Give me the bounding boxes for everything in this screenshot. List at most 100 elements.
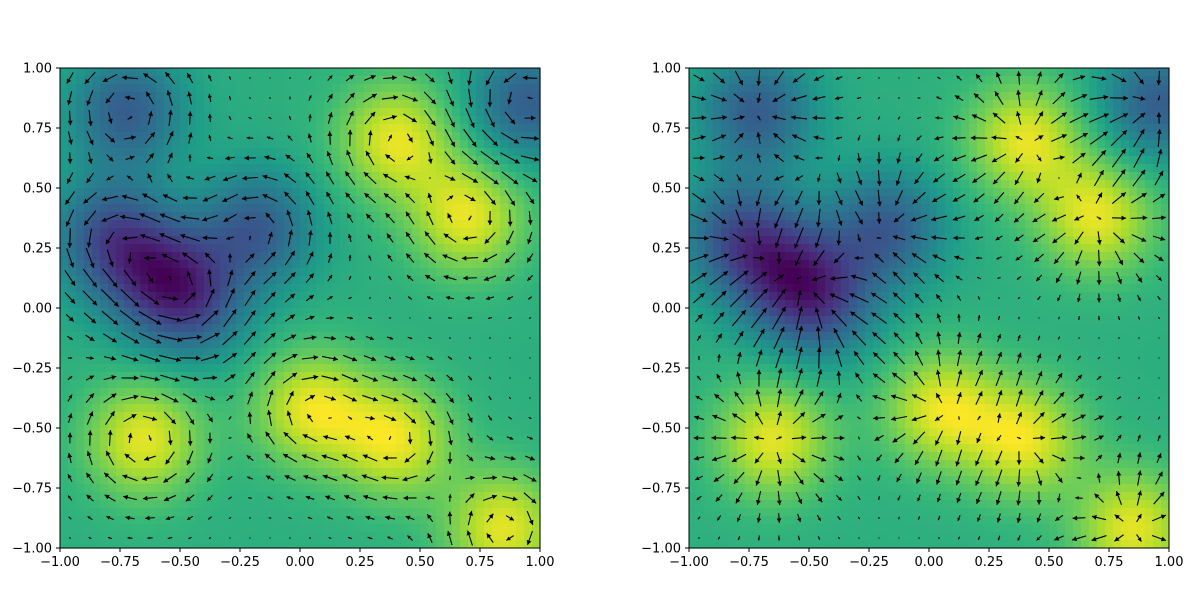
heatmap-cell bbox=[156, 476, 165, 485]
heatmap-cell bbox=[228, 308, 237, 317]
heatmap-cell bbox=[492, 252, 501, 261]
quiver-arrow bbox=[284, 475, 296, 481]
heatmap-cell bbox=[1121, 124, 1130, 133]
heatmap-cell bbox=[993, 164, 1002, 173]
heatmap-cell bbox=[1049, 140, 1058, 149]
heatmap-cell bbox=[76, 420, 85, 429]
heatmap-cell bbox=[236, 404, 245, 413]
heatmap-cell bbox=[300, 372, 309, 381]
heatmap-cell bbox=[268, 508, 277, 517]
quiver-arrow bbox=[102, 268, 118, 288]
heatmap-cell bbox=[244, 428, 253, 437]
heatmap-cell bbox=[276, 460, 285, 469]
quiver-arrow bbox=[348, 296, 352, 300]
heatmap-cell bbox=[76, 380, 85, 389]
heatmap-cell bbox=[793, 156, 802, 165]
heatmap-cell bbox=[308, 156, 317, 165]
heatmap-cell bbox=[785, 124, 794, 133]
heatmap-cell bbox=[905, 164, 914, 173]
heatmap-cell bbox=[308, 236, 317, 245]
heatmap-cell bbox=[500, 292, 509, 301]
heatmap-cell bbox=[1121, 132, 1130, 141]
heatmap-cell bbox=[412, 404, 421, 413]
heatmap-cell bbox=[68, 220, 77, 229]
quiver-arrow bbox=[506, 535, 514, 541]
heatmap-cell bbox=[156, 76, 165, 85]
heatmap-cell bbox=[308, 340, 317, 349]
heatmap-cell bbox=[236, 268, 245, 277]
heatmap-cell bbox=[92, 436, 101, 445]
heatmap-cell bbox=[1153, 92, 1162, 101]
heatmap-cell bbox=[292, 476, 301, 485]
heatmap-cell bbox=[108, 484, 117, 493]
heatmap-cell bbox=[689, 68, 698, 77]
heatmap-cell bbox=[140, 420, 149, 429]
heatmap-cell bbox=[92, 356, 101, 365]
heatmap-cell bbox=[492, 508, 501, 517]
heatmap-cell bbox=[60, 420, 69, 429]
heatmap-cell bbox=[476, 508, 485, 517]
heatmap-cell bbox=[244, 84, 253, 93]
heatmap-cell bbox=[76, 492, 85, 501]
heatmap-cell bbox=[356, 484, 365, 493]
heatmap-cell bbox=[228, 468, 237, 477]
heatmap-cell bbox=[340, 532, 349, 541]
heatmap-cell bbox=[228, 132, 237, 141]
heatmap-cell bbox=[1049, 84, 1058, 93]
heatmap-cell bbox=[68, 76, 77, 85]
heatmap-cell bbox=[476, 316, 485, 325]
heatmap-cell bbox=[324, 284, 333, 293]
heatmap-cell bbox=[889, 164, 898, 173]
heatmap-cell bbox=[508, 108, 517, 117]
heatmap-cell bbox=[492, 204, 501, 213]
heatmap-cell bbox=[324, 108, 333, 117]
heatmap-cell bbox=[476, 76, 485, 85]
heatmap-cell bbox=[84, 460, 93, 469]
heatmap-cell bbox=[985, 132, 994, 141]
heatmap-cell bbox=[372, 180, 381, 189]
heatmap-cell bbox=[268, 436, 277, 445]
quiver-arrow bbox=[142, 415, 158, 422]
heatmap-cell bbox=[228, 492, 237, 501]
heatmap-cell bbox=[236, 492, 245, 501]
heatmap-cell bbox=[164, 364, 173, 373]
heatmap-cell bbox=[1129, 124, 1138, 133]
heatmap-cell bbox=[364, 388, 373, 397]
heatmap-cell bbox=[172, 76, 181, 85]
heatmap-cell bbox=[380, 236, 389, 245]
heatmap-cell bbox=[268, 268, 277, 277]
heatmap-cell bbox=[156, 124, 165, 133]
heatmap-cell bbox=[268, 348, 277, 357]
heatmap-cell bbox=[364, 140, 373, 149]
heatmap-cell bbox=[516, 268, 525, 277]
heatmap-cell bbox=[452, 340, 461, 349]
heatmap-cell bbox=[132, 316, 141, 325]
heatmap-cell bbox=[396, 412, 405, 421]
heatmap-cell bbox=[436, 420, 445, 429]
heatmap-cell bbox=[244, 500, 253, 509]
heatmap-cell bbox=[340, 420, 349, 429]
heatmap-cell bbox=[1129, 132, 1138, 141]
heatmap-cell bbox=[452, 180, 461, 189]
quiver-arrow bbox=[405, 253, 415, 263]
heatmap-cell bbox=[140, 324, 149, 333]
quiver-arrow bbox=[363, 93, 377, 103]
heatmap-cell bbox=[172, 508, 181, 517]
heatmap-cell bbox=[524, 188, 533, 197]
heatmap-cell bbox=[204, 284, 213, 293]
heatmap-cell bbox=[713, 100, 722, 109]
heatmap-cell bbox=[468, 308, 477, 317]
heatmap-cell bbox=[436, 524, 445, 533]
heatmap-cell bbox=[508, 428, 517, 437]
heatmap-cell bbox=[252, 516, 261, 525]
heatmap-cell bbox=[188, 204, 197, 213]
heatmap-cell bbox=[268, 76, 277, 85]
heatmap-cell bbox=[388, 108, 397, 117]
heatmap-cell bbox=[196, 156, 205, 165]
heatmap-cell bbox=[236, 380, 245, 389]
heatmap-cell bbox=[857, 76, 866, 85]
heatmap-cell bbox=[252, 84, 261, 93]
heatmap-cell bbox=[769, 100, 778, 109]
heatmap-cell bbox=[929, 68, 938, 77]
heatmap-cell bbox=[156, 156, 165, 165]
